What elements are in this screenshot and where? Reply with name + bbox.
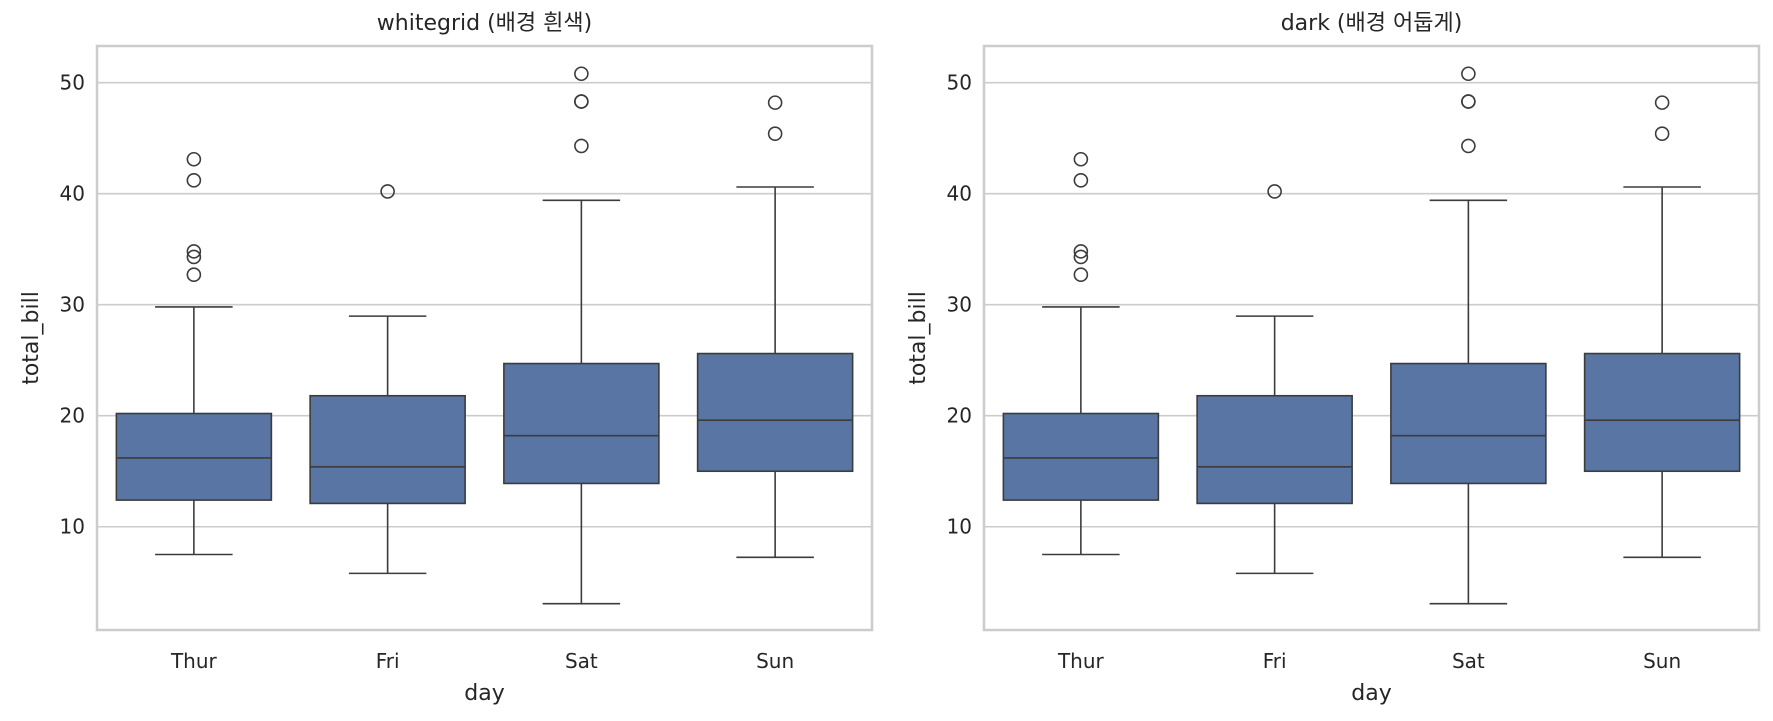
y-axis-label: total_bill: [19, 291, 44, 385]
subplot-2: 10 20 30 40 50 Thur Fri Sat Sun day total_bill dark…: [906, 11, 1761, 706]
axes-frame: [982, 44, 1761, 632]
outlier-point: [1073, 244, 1089, 259]
box-fri: [309, 184, 466, 575]
y-tick-label: 10: [947, 515, 972, 539]
x-tick-label: Thur: [1057, 649, 1105, 673]
outlier-point: [186, 249, 202, 265]
outlier-point: [186, 244, 202, 259]
axes-frame: [95, 44, 874, 632]
y-tick-label: 20: [947, 404, 972, 428]
outlier-point: [767, 126, 783, 142]
iqr-box: [1583, 352, 1741, 473]
box-sun: [696, 95, 854, 559]
outlier-point: [380, 184, 395, 199]
iqr-box: [115, 412, 273, 501]
y-tick-label: 10: [60, 515, 85, 539]
iqr-box: [1196, 394, 1353, 505]
x-tick-label: Sat: [565, 649, 598, 673]
y-tick-label: 50: [60, 71, 85, 95]
outlier-point: [186, 173, 202, 188]
x-axis-label: day: [464, 681, 504, 706]
x-tick-label: Thur: [170, 649, 218, 673]
box-sun: [1583, 95, 1741, 559]
box-sat: [1390, 66, 1547, 605]
outlier-point: [574, 94, 589, 109]
iqr-box: [1002, 412, 1160, 501]
iqr-box: [696, 352, 854, 473]
iqr-box: [1390, 362, 1547, 485]
x-axis-label: day: [1351, 681, 1391, 706]
subplot-title: whitegrid (배경 흰색): [377, 11, 592, 36]
subplot-1: 10 20 30 40 50 Thur Fri Sat Sun day total_bill whit…: [19, 11, 874, 706]
outlier-point: [1654, 126, 1670, 142]
outlier-point: [1267, 184, 1282, 199]
x-tick-label: Fri: [376, 649, 400, 673]
outlier-point: [1654, 95, 1670, 110]
outlier-point: [1073, 151, 1089, 167]
x-tick-label: Sat: [1452, 649, 1485, 673]
y-tick-label: 50: [947, 71, 972, 95]
box-thur: [115, 151, 273, 556]
y-tick-label: 30: [60, 293, 85, 317]
y-axis-label: total_bill: [906, 291, 931, 385]
y-tick-label: 40: [947, 182, 972, 206]
y-tick-label: 30: [947, 293, 972, 317]
x-tick-label: Sun: [756, 649, 794, 673]
x-tick-label: Fri: [1263, 649, 1287, 673]
outlier-point: [1461, 66, 1476, 82]
outlier-point: [574, 138, 589, 154]
iqr-box: [309, 394, 466, 505]
box-thur: [1002, 151, 1160, 556]
outlier-point: [1461, 138, 1476, 154]
x-tick-label: Sun: [1643, 649, 1681, 673]
outlier-point: [1073, 267, 1089, 283]
subplot-title: dark (배경 어둡게): [1281, 11, 1463, 36]
outlier-point: [1073, 249, 1089, 265]
outlier-point: [767, 95, 783, 110]
iqr-box: [503, 362, 660, 485]
outlier-point: [1461, 94, 1476, 109]
box-sat: [503, 66, 660, 605]
y-tick-label: 40: [60, 182, 85, 206]
box-fri: [1196, 184, 1353, 575]
outlier-point: [186, 267, 202, 283]
outlier-point: [186, 151, 202, 167]
outlier-point: [574, 66, 589, 82]
outlier-point: [1073, 173, 1089, 188]
y-tick-label: 20: [60, 404, 85, 428]
